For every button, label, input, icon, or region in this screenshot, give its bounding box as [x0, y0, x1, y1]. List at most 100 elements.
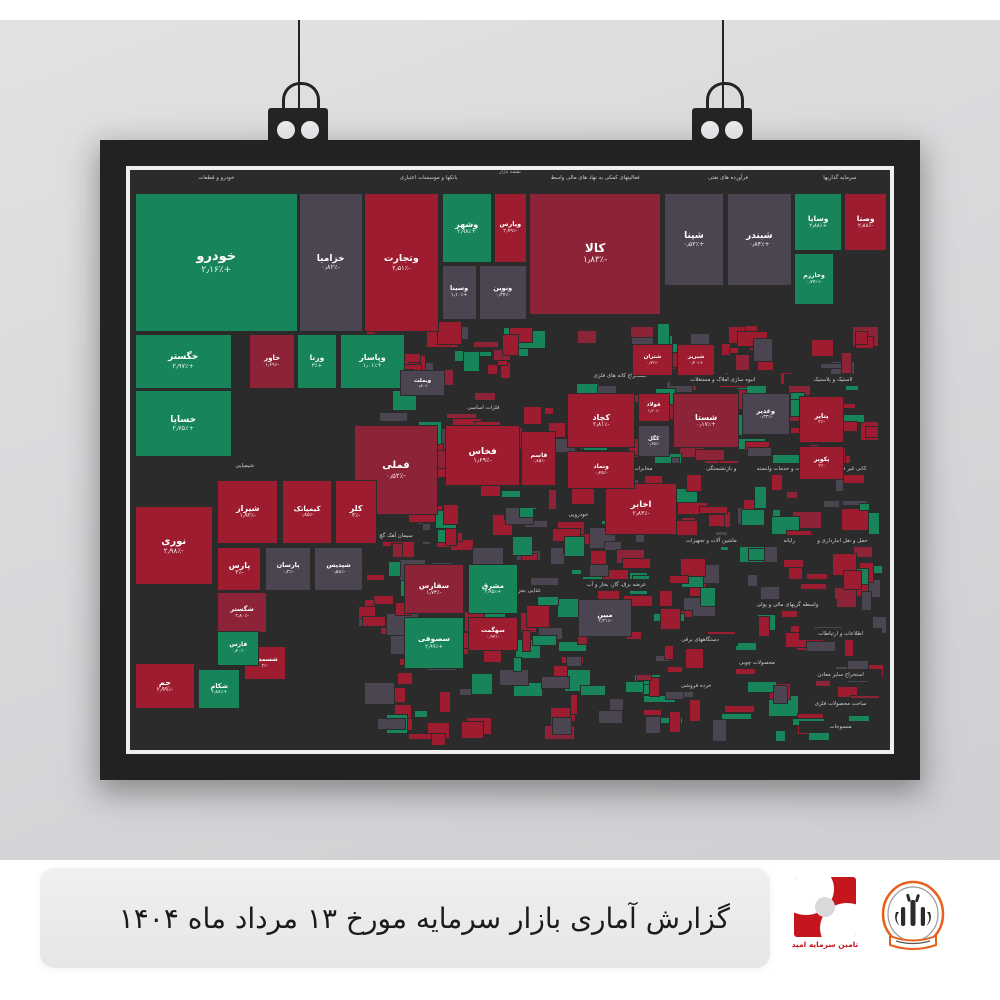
- treemap-cell[interactable]: [747, 446, 772, 458]
- treemap-tile-وسینا[interactable]: وسینا +۱٫۱۰٪: [441, 264, 477, 320]
- treemap-cell[interactable]: [790, 391, 806, 401]
- treemap-tile-شبریز[interactable]: شبریز +۰٫۴۰٪: [677, 344, 716, 376]
- treemap-cell[interactable]: [840, 508, 869, 532]
- treemap-cell[interactable]: [658, 589, 674, 607]
- treemap-cell[interactable]: [444, 526, 457, 546]
- treemap-cell[interactable]: [378, 411, 408, 422]
- treemap-cell[interactable]: [657, 322, 671, 346]
- treemap-cell[interactable]: [512, 657, 523, 673]
- treemap-cell[interactable]: [805, 573, 828, 581]
- treemap-cell[interactable]: [589, 563, 610, 578]
- treemap-cell[interactable]: [366, 574, 386, 581]
- treemap-tile-شگستر[interactable]: شگستر -۲٫۸۰٪: [217, 592, 267, 633]
- treemap-cell[interactable]: [669, 575, 690, 584]
- treemap-cell[interactable]: [754, 486, 767, 510]
- treemap-tile-وشهر[interactable]: وشهر +۲٫۹۸٪: [441, 193, 492, 263]
- treemap-tile-خساپا[interactable]: خساپا +۲٫۷۵٪: [134, 390, 232, 458]
- treemap-cell[interactable]: [669, 711, 681, 733]
- treemap-tile-وتجارت[interactable]: وتجارت -۲٫۵۱٪: [364, 193, 439, 333]
- treemap-cell[interactable]: [576, 329, 597, 344]
- treemap-cell[interactable]: [805, 640, 836, 652]
- treemap-cell[interactable]: [474, 392, 496, 401]
- treemap-tile-پارس[interactable]: پارس -۳٪: [217, 547, 262, 591]
- treemap-cell[interactable]: [758, 616, 770, 638]
- treemap-cell[interactable]: [570, 568, 582, 576]
- treemap-tile-فولاد[interactable]: فولاد -۱٫۲۰٪: [637, 393, 670, 423]
- treemap-cell[interactable]: [684, 648, 705, 669]
- treemap-cell[interactable]: [699, 587, 716, 608]
- treemap-tile-شپدیس[interactable]: شپدیس -۰٫۵۸٪: [313, 547, 364, 591]
- treemap-cell[interactable]: [589, 550, 608, 565]
- treemap-cell[interactable]: [772, 685, 788, 704]
- treemap-cell[interactable]: [858, 503, 871, 511]
- treemap-cell[interactable]: [363, 682, 396, 706]
- treemap-cell[interactable]: [604, 540, 622, 552]
- treemap-cell[interactable]: [486, 363, 498, 375]
- treemap-tile-وپاسار[interactable]: وپاسار +۱٫۰۱٪: [339, 334, 406, 389]
- treemap-cell[interactable]: [799, 583, 828, 591]
- treemap-tile-وخارزم[interactable]: وخارزم +۰٫۷۷٪: [794, 252, 834, 306]
- treemap-cell[interactable]: [625, 681, 645, 694]
- treemap-tile-وصنا[interactable]: وصنا -۲٫۸۸٪: [844, 193, 887, 252]
- treemap-tile-سهگمت[interactable]: سهگمت -۰٫۹۲٪: [468, 616, 518, 652]
- treemap-tile-پارسان[interactable]: پارسان -۰٫۳٪: [265, 547, 311, 591]
- treemap-tile-کلر[interactable]: کلر -۳٪: [335, 480, 377, 545]
- treemap-tile-کالا[interactable]: کالا -۱٫۸۳٪: [529, 193, 662, 315]
- treemap-cell[interactable]: [544, 406, 555, 416]
- treemap-cell[interactable]: [522, 630, 532, 652]
- treemap-cell[interactable]: [822, 500, 841, 508]
- treemap-tile-وسایا[interactable]: وسایا +۲٫۸۸٪: [794, 193, 843, 252]
- treemap-tile-شستا[interactable]: شستا +۰٫۱۷٪: [673, 393, 739, 449]
- treemap-cell[interactable]: [552, 717, 573, 736]
- treemap-cell[interactable]: [361, 616, 386, 628]
- treemap-tile-شپنا[interactable]: شپنا +۰٫۵۲٪: [663, 193, 725, 286]
- treemap-cell[interactable]: [431, 732, 447, 746]
- treemap-canvas[interactable]: خودرو و قطعات بانکها و موسسات اعتباری فعال…: [130, 170, 890, 750]
- treemap-cell[interactable]: [635, 674, 652, 681]
- treemap-cell[interactable]: [462, 351, 481, 373]
- treemap-cell[interactable]: [860, 590, 873, 612]
- treemap-tile-پکویر[interactable]: پکویر -۳٪: [798, 445, 845, 481]
- treemap-cell[interactable]: [666, 666, 684, 674]
- treemap-cell[interactable]: [629, 326, 654, 339]
- treemap-tile-سصوفی[interactable]: سصوفی +۲٫۹۹٪: [403, 616, 465, 669]
- treemap-cell[interactable]: [461, 720, 484, 740]
- treemap-cell[interactable]: [728, 347, 740, 355]
- treemap-tile-خزامیا[interactable]: خزامیا -۰٫۸۲٪: [298, 193, 363, 333]
- treemap-tile-مبین[interactable]: مبین -۲٫۴۱٪: [578, 599, 632, 637]
- treemap-cell[interactable]: [622, 558, 651, 569]
- treemap-tile-خگستر[interactable]: خگستر +۲٫۹۷٪: [134, 334, 232, 389]
- treemap-tile-سفارس[interactable]: سفارس -۱٫۷۳٪: [403, 564, 465, 614]
- treemap-cell[interactable]: [842, 499, 869, 507]
- treemap-cell[interactable]: [512, 535, 534, 556]
- treemap-tile-قاسم[interactable]: قاسم -۰٫۸۵٪: [521, 431, 557, 487]
- treemap-cell[interactable]: [712, 718, 728, 742]
- treemap-tile-نوری[interactable]: نوری -۲٫۹۸٪: [134, 506, 213, 585]
- treemap-cell[interactable]: [783, 559, 805, 569]
- treemap-tile-شیراز[interactable]: شیراز -۱٫۹۲٪: [217, 480, 279, 545]
- treemap-cell[interactable]: [388, 561, 402, 578]
- treemap-cell[interactable]: [689, 699, 702, 723]
- treemap-cell[interactable]: [566, 656, 583, 667]
- treemap-tile-کگل[interactable]: کگل -۰٫۶۵٪: [637, 425, 670, 458]
- treemap-cell[interactable]: [680, 558, 706, 577]
- treemap-tile-کچاد[interactable]: کچاد -۲٫۸۱٪: [567, 393, 636, 449]
- treemap-tile-شبندر[interactable]: شبندر +۰٫۸۴٪: [726, 193, 792, 286]
- treemap-tile-پتایر[interactable]: پتایر -۳٪: [798, 396, 845, 443]
- treemap-cell[interactable]: [502, 333, 520, 357]
- treemap-cell[interactable]: [695, 448, 725, 461]
- treemap-cell[interactable]: [842, 569, 863, 591]
- treemap-cell[interactable]: [377, 717, 406, 730]
- treemap-cell[interactable]: [746, 574, 758, 588]
- treemap-cell[interactable]: [541, 675, 571, 690]
- treemap-tile-شتران[interactable]: شتران -۰٫۷۲٪: [631, 344, 674, 376]
- treemap-tile-وپارس[interactable]: وپارس -۲٫۷۹٪: [494, 193, 527, 263]
- treemap-cell[interactable]: [569, 693, 579, 715]
- treemap-cell[interactable]: [579, 684, 607, 697]
- treemap-tile-ونماد[interactable]: ونماد -۰٫۲۵٪: [567, 451, 636, 489]
- treemap-cell[interactable]: [392, 543, 403, 559]
- treemap-cell[interactable]: [548, 488, 558, 512]
- treemap-cell[interactable]: [373, 595, 394, 605]
- treemap-cell[interactable]: [708, 513, 726, 528]
- treemap-cell[interactable]: [786, 490, 799, 500]
